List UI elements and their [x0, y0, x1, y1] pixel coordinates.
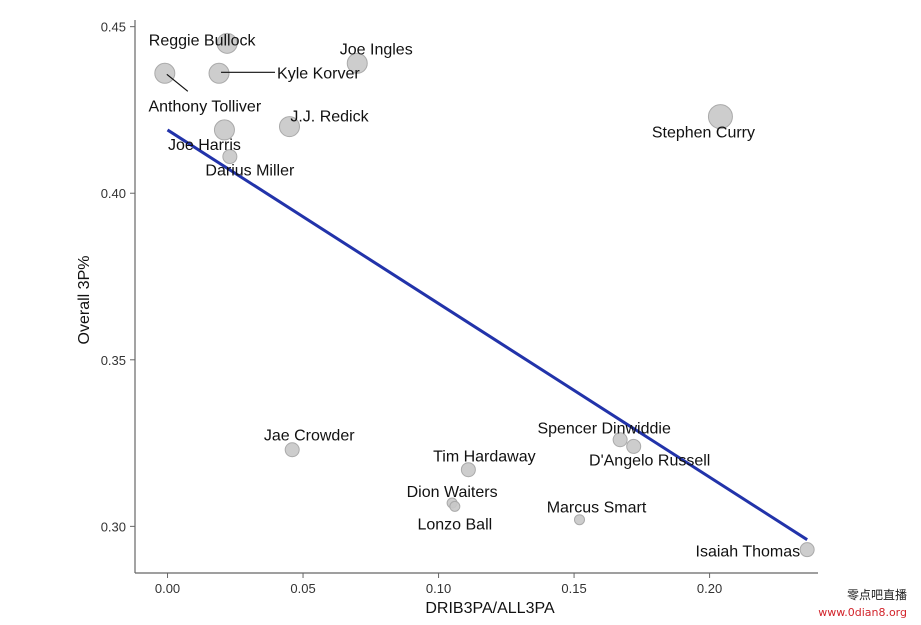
- point-label: Reggie Bullock: [149, 32, 257, 49]
- y-tick-label: 0.45: [101, 20, 126, 35]
- y-tick-label: 0.35: [101, 353, 126, 368]
- watermark-url: www.0dian8.org: [818, 606, 907, 619]
- point-label: Joe Harris: [168, 137, 241, 154]
- data-point: [612, 432, 628, 448]
- leader-line: [166, 73, 189, 92]
- point-label: Jae Crowder: [264, 428, 355, 445]
- data-point: [346, 52, 368, 74]
- data-point: [449, 500, 461, 512]
- y-axis-title: Overall 3P%: [76, 256, 93, 345]
- point-label: Spencer Dinwiddie: [537, 421, 671, 438]
- plot-area: [134, 20, 818, 574]
- y-tick-label: 0.40: [101, 186, 126, 201]
- point-label: Stephen Curry: [652, 125, 755, 142]
- data-point: [799, 542, 815, 558]
- point-label: Lonzo Ball: [417, 516, 492, 533]
- x-tick-label: 0.20: [697, 581, 722, 596]
- point-label: Isaiah Thomas: [696, 544, 801, 561]
- x-tick-label: 0.10: [426, 581, 451, 596]
- data-point: [213, 119, 235, 141]
- data-point: [284, 442, 300, 458]
- x-tick-label: 0.00: [155, 581, 180, 596]
- point-label: J.J. Redick: [290, 109, 369, 126]
- x-tick-label: 0.05: [290, 581, 315, 596]
- data-point: [460, 462, 476, 478]
- data-point: [222, 149, 238, 165]
- point-label: Marcus Smart: [547, 500, 647, 517]
- point-label: Tim Hardaway: [433, 449, 536, 466]
- leader-lines-layer: [166, 71, 276, 92]
- x-ticks-layer: 0.00 0.05 0.10 0.15 0.20: [155, 573, 722, 596]
- point-label: Kyle Korver: [277, 65, 360, 82]
- point-label: Anthony Tolliver: [148, 98, 261, 115]
- x-axis-title: DRIB3PA/ALL3PA: [425, 600, 555, 617]
- data-point: [707, 104, 733, 130]
- data-point: [626, 438, 642, 454]
- y-tick-label: 0.30: [101, 519, 126, 534]
- data-point: [154, 62, 176, 84]
- point-label: Dion Waiters: [407, 484, 498, 501]
- point-labels-layer: Reggie Bullock Anthony Tolliver Kyle Korve…: [148, 32, 800, 560]
- point-label: Joe Ingles: [340, 41, 413, 58]
- trendline: [166, 128, 808, 541]
- point-label: Darius Miller: [205, 163, 295, 180]
- data-point: [208, 62, 230, 84]
- point-label: D'Angelo Russell: [589, 452, 710, 469]
- y-ticks-layer: 0.30 0.35 0.40 0.45: [101, 20, 135, 534]
- x-tick-label: 0.15: [561, 581, 586, 596]
- watermark-text: 零点吧直播: [846, 588, 907, 602]
- data-point: [573, 514, 585, 526]
- trendline-layer: [166, 128, 808, 541]
- data-point: [216, 32, 238, 54]
- data-point: [278, 116, 300, 138]
- points-layer: [154, 32, 815, 558]
